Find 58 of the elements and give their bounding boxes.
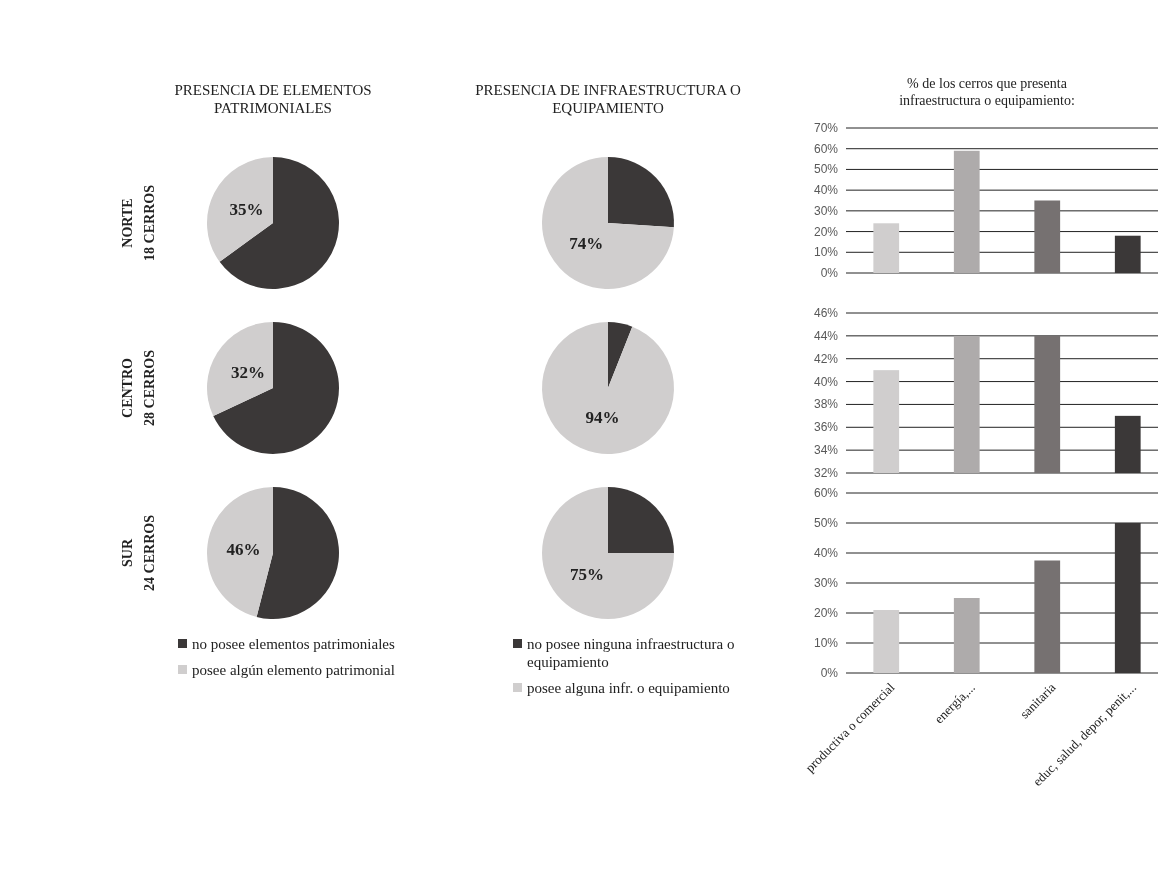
text: CENTRO 28 CERROS bbox=[120, 349, 157, 426]
bar bbox=[953, 598, 980, 673]
data-label: 35% bbox=[229, 200, 264, 220]
y-tick-label: 10% bbox=[813, 245, 839, 260]
pie-slice bbox=[608, 487, 674, 553]
legend-label: posee alguna infr. o equipamiento bbox=[527, 680, 730, 696]
y-tick-label: 42% bbox=[813, 351, 839, 366]
y-tick-label: 20% bbox=[813, 224, 839, 239]
bar bbox=[873, 610, 900, 673]
y-tick-label: 0% bbox=[820, 266, 839, 280]
chart-title: PRESENCIA DE INFRAESTRUCTURA O EQUIPAMIENTO bbox=[475, 82, 741, 116]
bar bbox=[1114, 235, 1141, 273]
pie-slice bbox=[207, 157, 273, 262]
bar bbox=[1034, 560, 1061, 673]
data-label: 46% bbox=[226, 539, 261, 559]
data-label: 32% bbox=[230, 362, 265, 382]
bar bbox=[873, 223, 900, 273]
y-tick-label: 60% bbox=[813, 141, 839, 156]
data-label: 94% bbox=[585, 407, 620, 427]
pie-slice bbox=[542, 157, 674, 289]
chart-title: PRESENCIA DE ELEMENTOS PATRIMONIALES bbox=[174, 82, 372, 116]
pie-slice bbox=[219, 157, 339, 289]
data-label: 75% bbox=[570, 564, 604, 584]
y-tick-label: 40% bbox=[813, 374, 839, 389]
y-tick-label: 40% bbox=[813, 546, 839, 560]
pie-slice bbox=[213, 322, 339, 454]
pie-slice bbox=[542, 322, 674, 454]
chart-title: % de los cerros que presenta infraestructura o equipamiento: bbox=[899, 76, 1075, 108]
legend-label: posee algún elemento patrimonial bbox=[192, 662, 395, 678]
bar bbox=[1114, 523, 1141, 673]
legend-label: no posee elementos patrimoniales bbox=[192, 636, 396, 652]
y-tick-label: 32% bbox=[813, 466, 839, 480]
y-tick-label: 70% bbox=[813, 121, 839, 135]
y-tick-label: 30% bbox=[813, 203, 839, 218]
y-tick-label: 40% bbox=[813, 183, 839, 198]
y-tick-label: 46% bbox=[813, 306, 839, 320]
y-tick-label: 60% bbox=[813, 486, 839, 500]
pie-slice bbox=[207, 322, 273, 417]
data-label: 74% bbox=[569, 233, 604, 253]
y-tick-label: 34% bbox=[813, 443, 839, 458]
legend-label: no posee ninguna infraestructura o equipamiento bbox=[527, 636, 735, 670]
pie-slice bbox=[207, 487, 273, 617]
bar bbox=[953, 150, 980, 273]
y-tick-label: 50% bbox=[813, 516, 839, 530]
pie-slice bbox=[608, 157, 674, 228]
y-tick-label: 10% bbox=[813, 636, 839, 650]
y-tick-label: 30% bbox=[813, 576, 839, 590]
pie-slice bbox=[608, 322, 633, 388]
pie-slice bbox=[542, 487, 674, 619]
text: SUR 24 CERROS bbox=[120, 514, 157, 591]
text: NORTE 18 CERROS bbox=[120, 184, 157, 261]
y-tick-label: 38% bbox=[813, 397, 839, 412]
y-tick-label: 20% bbox=[813, 606, 839, 620]
bar bbox=[1034, 200, 1061, 273]
y-tick-label: 0% bbox=[820, 666, 839, 680]
y-tick-label: 36% bbox=[813, 420, 839, 435]
y-tick-label: 44% bbox=[813, 328, 839, 343]
y-tick-label: 50% bbox=[813, 162, 839, 177]
